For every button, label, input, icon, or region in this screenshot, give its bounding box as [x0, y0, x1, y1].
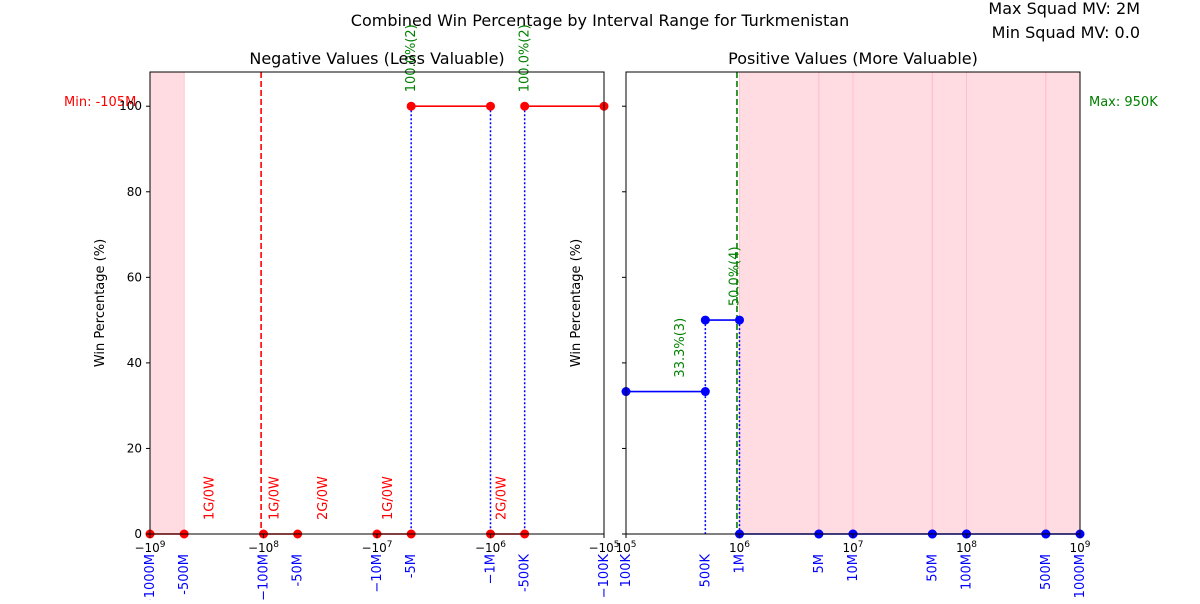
x-tick-label-3: -50M	[291, 554, 306, 586]
negative-panel: Min: -105M 100.0%(2) 100.0%(2) 1G/0W 1G/0W 2G…	[64, 24, 620, 604]
x-power-label-1: 106	[729, 540, 750, 555]
shaded-range-2	[852, 71, 933, 535]
x-power-label-0: 105	[615, 540, 636, 555]
x-tick-label-3: 5M	[812, 554, 827, 574]
x-tick-label-4: 10M	[846, 554, 861, 582]
x-tick-label-1: -500M	[177, 554, 192, 595]
x-tick-label-7: 500M	[1039, 554, 1054, 590]
x-tick-label-7: -500K	[518, 554, 533, 593]
data-point-4-1	[486, 101, 495, 111]
x-power-label-4: 109	[1069, 540, 1090, 555]
annotation-label-0: 33.3%(3)	[673, 318, 688, 378]
x-tick-label-5: 50M	[925, 554, 940, 582]
shaded-range-5	[1045, 71, 1081, 535]
panel-title: Negative Values (Less Valuable)	[249, 49, 504, 68]
panel-title: Positive Values (More Valuable)	[728, 49, 978, 68]
x-tick-label-6: −1M	[484, 554, 499, 584]
x-tick-label-0: 100K	[619, 554, 634, 588]
x-tick-label-8: 1000M	[1073, 554, 1088, 598]
x-power-label-0: −109	[134, 540, 165, 555]
data-point-5-0	[520, 101, 530, 111]
max-squad-note: Max Squad MV: 2M	[988, 0, 1140, 18]
annotation-label-6: 2G/0W	[494, 476, 509, 520]
data-point-1-0	[700, 315, 710, 325]
y-tick-label-5: 100	[119, 99, 142, 113]
x-tick-label-6: 100M	[960, 554, 975, 590]
shaded-range-0	[739, 71, 820, 535]
x-tick-label-2: 1M	[733, 554, 748, 574]
x-tick-label-1: 500K	[698, 554, 713, 588]
x-power-label-3: 108	[956, 540, 977, 555]
y-axis-label: Win Percentage (%)	[569, 239, 584, 367]
x-tick-label-4: −10M	[370, 554, 385, 593]
positive-panel: Max: 950K 33.3%(3) 50.0%(4) Win Percentage …	[569, 49, 1158, 598]
shaded-range-0	[149, 71, 185, 535]
reference-label: Min: -105M	[64, 95, 136, 110]
annotation-label-4: 2G/0W	[316, 476, 331, 520]
min-squad-note: Min Squad MV: 0.0	[992, 23, 1140, 42]
annotation-label-1: 100.0%(2)	[518, 24, 533, 92]
axes-frame	[149, 71, 605, 535]
data-point-0-1	[700, 387, 710, 397]
y-axis-label: Win Percentage (%)	[93, 239, 108, 367]
y-tick-label-3: 60	[127, 270, 142, 284]
annotation-label-2: 1G/0W	[202, 476, 217, 520]
shaded-range-4	[966, 71, 1047, 535]
x-power-label-4: −105	[588, 540, 619, 555]
data-point-4-0	[406, 101, 416, 111]
x-tick-label-5: -5M	[404, 554, 419, 578]
y-tick-label-2: 40	[127, 356, 142, 370]
x-power-label-2: −107	[361, 540, 392, 555]
shaded-range-1	[818, 71, 854, 535]
shaded-range-3	[931, 71, 967, 535]
y-tick-label-4: 80	[127, 185, 142, 199]
x-power-label-2: 107	[842, 540, 863, 555]
figure-title: Combined Win Percentage by Interval Rang…	[351, 11, 849, 30]
x-power-label-1: −108	[248, 540, 279, 555]
data-point-1-1	[735, 315, 744, 325]
annotation-label-0: 100.0%(2)	[404, 24, 419, 92]
x-tick-label-2: −100M	[257, 554, 272, 600]
y-tick-label-0: 0	[134, 527, 142, 541]
x-tick-label-0: −1000M	[143, 554, 158, 600]
reference-label: Max: 950K	[1089, 95, 1158, 110]
y-tick-label-1: 20	[127, 441, 142, 455]
x-power-label-3: −106	[475, 540, 506, 555]
annotation-label-3: 1G/0W	[267, 476, 282, 520]
annotation-label-5: 1G/0W	[381, 476, 396, 520]
x-tick-label-8: −100K	[597, 554, 612, 599]
annotation-label-1: 50.0%(4)	[727, 246, 742, 306]
